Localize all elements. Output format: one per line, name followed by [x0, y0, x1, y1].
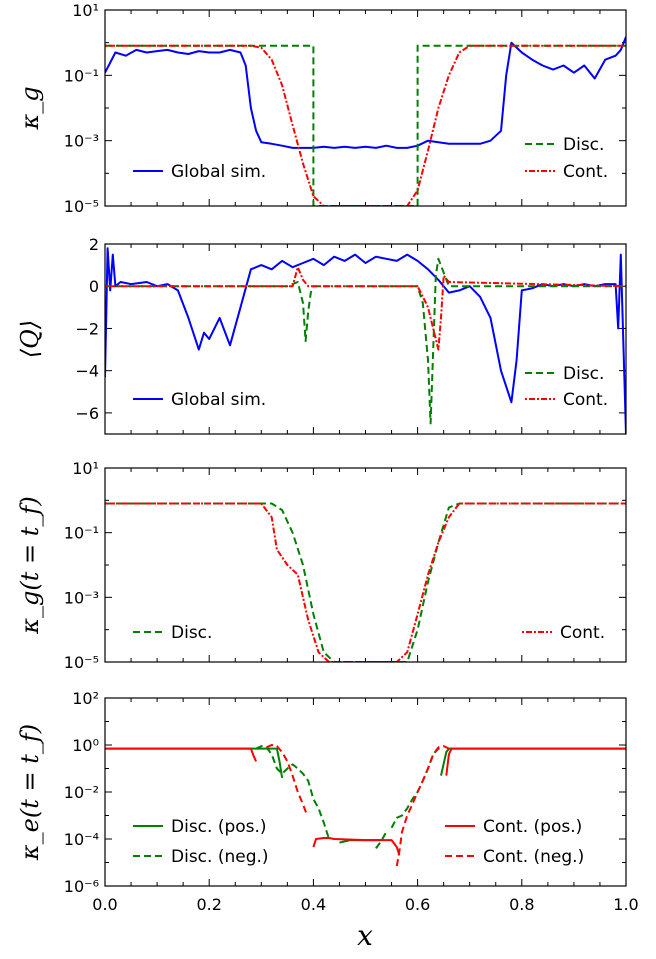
y-tick-label: 2 — [89, 235, 99, 254]
series-line-cont — [266, 744, 310, 817]
y-tick-label: −6 — [75, 404, 99, 423]
y-axis-label: κ_g(t = t_f) — [16, 496, 44, 634]
legend-label: Cont. — [563, 162, 608, 182]
series-line-cont — [312, 837, 401, 856]
legend-label: Cont. — [563, 390, 608, 410]
y-tick-label: 10² — [72, 689, 99, 708]
series-line-global — [105, 247, 626, 434]
legend-label: Cont. (neg.) — [483, 847, 584, 867]
y-tick-label: 10⁻⁶ — [64, 877, 99, 896]
legend-label: Disc. — [563, 135, 604, 155]
y-tick-label: 10⁻³ — [64, 588, 99, 607]
series-line-cont — [395, 745, 450, 867]
plot-frame — [104, 697, 627, 887]
legend-label: Disc. — [171, 623, 212, 643]
series-line-disc — [440, 747, 626, 776]
series-line-cont — [105, 266, 626, 351]
series-line-global — [105, 36, 626, 149]
y-tick-label: 10⁻¹ — [64, 524, 99, 543]
series-line-disc — [390, 746, 444, 829]
series-line-cont — [105, 502, 626, 662]
plot-frame — [104, 9, 627, 207]
y-tick-label: −4 — [75, 362, 99, 381]
legend-label: Disc. (pos.) — [171, 817, 267, 837]
y-tick-label: −2 — [75, 319, 99, 338]
y-tick-label: 0 — [89, 277, 99, 296]
y-tick-label: 10⁻⁵ — [64, 653, 99, 672]
x-tick-label: 1.0 — [613, 895, 638, 914]
series-line-disc — [255, 745, 330, 840]
plot-frame — [104, 243, 627, 435]
y-tick-label: 10⁻⁴ — [64, 830, 99, 849]
y-tick-label: 10⁻¹ — [64, 66, 99, 85]
y-tick-label: 10⁻⁵ — [64, 197, 99, 216]
x-tick-label: 0.8 — [509, 895, 534, 914]
x-tick-label: 0.4 — [301, 895, 326, 914]
x-axis-label: x — [357, 919, 373, 952]
y-axis-label: κ_e(t = t_f) — [16, 724, 44, 861]
series-line-disc — [105, 257, 626, 425]
y-tick-label: 10⁻³ — [64, 132, 99, 151]
plot-frame — [104, 467, 627, 663]
x-tick-label: 0.0 — [92, 895, 117, 914]
series-line-cont — [105, 747, 258, 762]
series-line-disc — [375, 831, 388, 849]
legend-label: Disc. (neg.) — [171, 847, 269, 867]
y-axis-label: κ_g — [16, 86, 44, 130]
y-tick-label: 10⁰ — [72, 736, 99, 755]
x-tick-label: 0.2 — [196, 895, 221, 914]
legend-label: Disc. — [563, 364, 604, 384]
x-tick-label: 0.6 — [405, 895, 430, 914]
y-tick-label: 10¹ — [72, 459, 99, 478]
legend-label: Global sim. — [171, 162, 266, 182]
legend-label: Cont. (pos.) — [483, 817, 582, 837]
legend-label: Cont. — [560, 623, 605, 643]
y-tick-label: 10¹ — [72, 1, 99, 20]
series-line-disc — [105, 747, 284, 779]
y-tick-label: 10⁻² — [64, 783, 99, 802]
legend-label: Global sim. — [171, 390, 266, 410]
series-line-cont — [105, 44, 626, 206]
y-axis-label: ⟨Q⟩ — [16, 320, 44, 358]
series-line-cont — [445, 747, 626, 776]
